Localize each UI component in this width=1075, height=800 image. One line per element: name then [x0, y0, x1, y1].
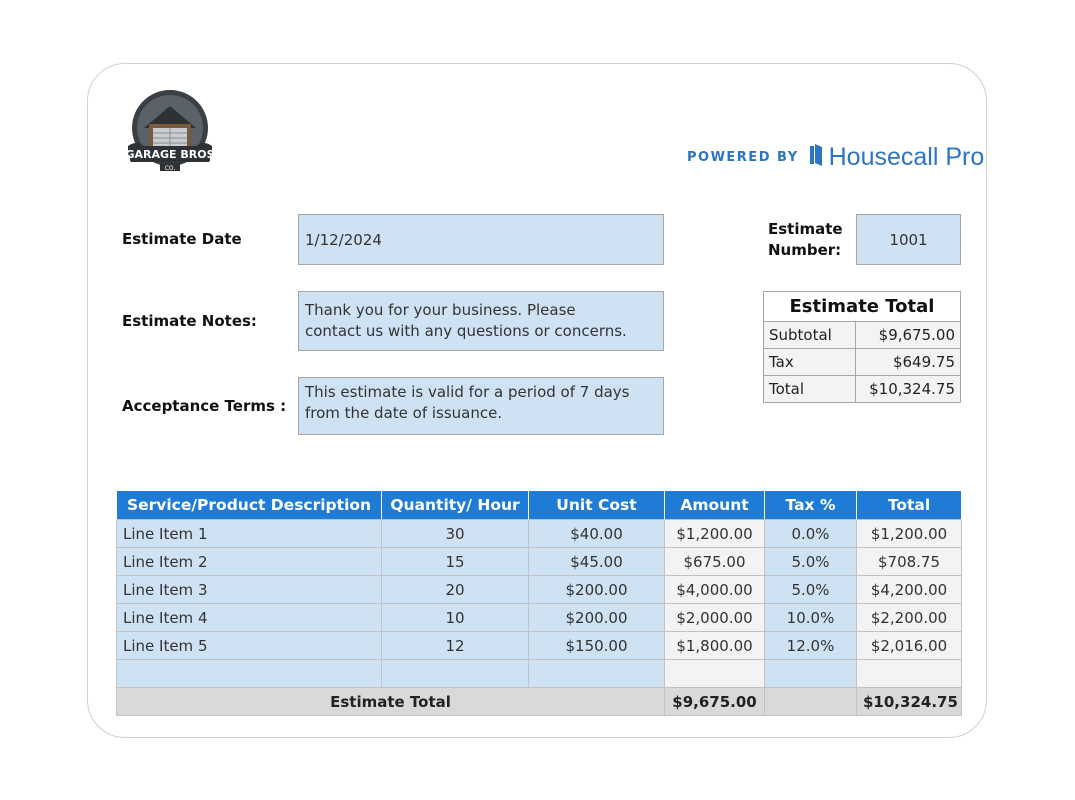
cell-unit-cost[interactable]: [528, 659, 665, 688]
summary-value: $9,675.00: [855, 321, 961, 349]
cell-tax[interactable]: 12.0%: [764, 631, 857, 660]
cell-unit-cost[interactable]: $150.00: [528, 631, 665, 660]
table-footer-row: Estimate Total $9,675.00 $10,324.75: [116, 687, 962, 716]
footer-amount: $9,675.00: [664, 687, 765, 716]
cell-description[interactable]: Line Item 2: [116, 547, 382, 576]
summary-label: Subtotal: [763, 321, 856, 349]
cell-quantity[interactable]: 20: [381, 575, 529, 604]
estimate-date-label: Estimate Date: [122, 230, 242, 248]
summary-value: $649.75: [855, 348, 961, 376]
estimate-number-label-line2: Number:: [768, 241, 842, 259]
cell-amount: $4,000.00: [664, 575, 765, 604]
cell-total: $2,016.00: [856, 631, 962, 660]
line-items-table: Service/Product Description Quantity/ Ho…: [116, 490, 962, 716]
table-row: Line Item 3 20 $200.00 $4,000.00 5.0% $4…: [116, 575, 962, 604]
cell-amount: $675.00: [664, 547, 765, 576]
column-header-quantity: Quantity/ Hour: [381, 490, 529, 520]
cell-description[interactable]: Line Item 5: [116, 631, 382, 660]
summary-row-total: Total $10,324.75: [763, 375, 961, 403]
cell-description[interactable]: Line Item 1: [116, 519, 382, 548]
cell-tax[interactable]: [764, 659, 857, 688]
estimate-number-field[interactable]: 1001: [856, 214, 961, 265]
estimate-date-field[interactable]: 1/12/2024: [298, 214, 664, 265]
powered-by-label: POWERED BY: [687, 149, 799, 165]
summary-row-tax: Tax $649.75: [763, 348, 961, 376]
estimate-notes-line2: contact us with any questions or concern…: [305, 322, 627, 340]
table-row: Line Item 1 30 $40.00 $1,200.00 0.0% $1,…: [116, 519, 962, 548]
cell-amount: $2,000.00: [664, 603, 765, 632]
cell-quantity[interactable]: 12: [381, 631, 529, 660]
housecall-pro-icon: [809, 143, 823, 171]
acceptance-terms-label: Acceptance Terms :: [122, 397, 287, 415]
cell-description[interactable]: Line Item 3: [116, 575, 382, 604]
estimate-notes-label: Estimate Notes:: [122, 312, 257, 330]
cell-unit-cost[interactable]: $40.00: [528, 519, 665, 548]
column-header-unit-cost: Unit Cost: [528, 490, 665, 520]
cell-amount: $1,800.00: [664, 631, 765, 660]
powered-by: POWERED BY Housecall Pro: [687, 140, 984, 174]
cell-total: $4,200.00: [856, 575, 962, 604]
cell-total: $2,200.00: [856, 603, 962, 632]
footer-tax-empty: [764, 687, 857, 716]
cell-total: [856, 659, 962, 688]
garage-bros-logo: GARAGE BROS CO.: [122, 84, 218, 180]
table-row: Line Item 4 10 $200.00 $2,000.00 10.0% $…: [116, 603, 962, 632]
acceptance-terms-field[interactable]: This estimate is valid for a period of 7…: [298, 377, 664, 435]
estimate-total-summary: Estimate Total Subtotal $9,675.00 Tax $6…: [763, 291, 961, 403]
cell-amount: $1,200.00: [664, 519, 765, 548]
cell-tax[interactable]: 10.0%: [764, 603, 857, 632]
cell-tax[interactable]: 0.0%: [764, 519, 857, 548]
line-items-header: Service/Product Description Quantity/ Ho…: [116, 490, 962, 520]
cell-amount: [664, 659, 765, 688]
estimate-notes-line1: Thank you for your business. Please: [305, 301, 576, 319]
estimate-number-label: Estimate Number:: [768, 219, 843, 261]
cell-description[interactable]: [116, 659, 382, 688]
column-header-amount: Amount: [664, 490, 765, 520]
footer-total: $10,324.75: [856, 687, 962, 716]
cell-unit-cost[interactable]: $45.00: [528, 547, 665, 576]
estimate-number-label-line1: Estimate: [768, 220, 843, 238]
cell-quantity[interactable]: [381, 659, 529, 688]
summary-row-subtotal: Subtotal $9,675.00: [763, 321, 961, 349]
table-row-empty: [116, 659, 962, 688]
estimate-total-summary-title: Estimate Total: [763, 291, 961, 322]
footer-estimate-total-label: Estimate Total: [116, 687, 665, 716]
summary-value: $10,324.75: [855, 375, 961, 403]
table-row: Line Item 5 12 $150.00 $1,800.00 12.0% $…: [116, 631, 962, 660]
svg-text:GARAGE BROS: GARAGE BROS: [125, 148, 214, 161]
cell-quantity[interactable]: 30: [381, 519, 529, 548]
cell-unit-cost[interactable]: $200.00: [528, 603, 665, 632]
cell-description[interactable]: Line Item 4: [116, 603, 382, 632]
cell-total: $708.75: [856, 547, 962, 576]
cell-tax[interactable]: 5.0%: [764, 547, 857, 576]
cell-quantity[interactable]: 10: [381, 603, 529, 632]
column-header-total: Total: [856, 490, 962, 520]
summary-label: Total: [763, 375, 856, 403]
cell-unit-cost[interactable]: $200.00: [528, 575, 665, 604]
powered-by-brand: Housecall Pro: [828, 142, 985, 171]
summary-label: Tax: [763, 348, 856, 376]
acceptance-terms-line1: This estimate is valid for a period of 7…: [305, 383, 630, 401]
cell-total: $1,200.00: [856, 519, 962, 548]
table-row: Line Item 2 15 $45.00 $675.00 5.0% $708.…: [116, 547, 962, 576]
estimate-notes-field[interactable]: Thank you for your business. Please cont…: [298, 291, 664, 351]
cell-quantity[interactable]: 15: [381, 547, 529, 576]
column-header-tax: Tax %: [764, 490, 857, 520]
acceptance-terms-line2: from the date of issuance.: [305, 404, 503, 422]
cell-tax[interactable]: 5.0%: [764, 575, 857, 604]
column-header-description: Service/Product Description: [116, 490, 382, 520]
svg-text:CO.: CO.: [165, 165, 176, 172]
